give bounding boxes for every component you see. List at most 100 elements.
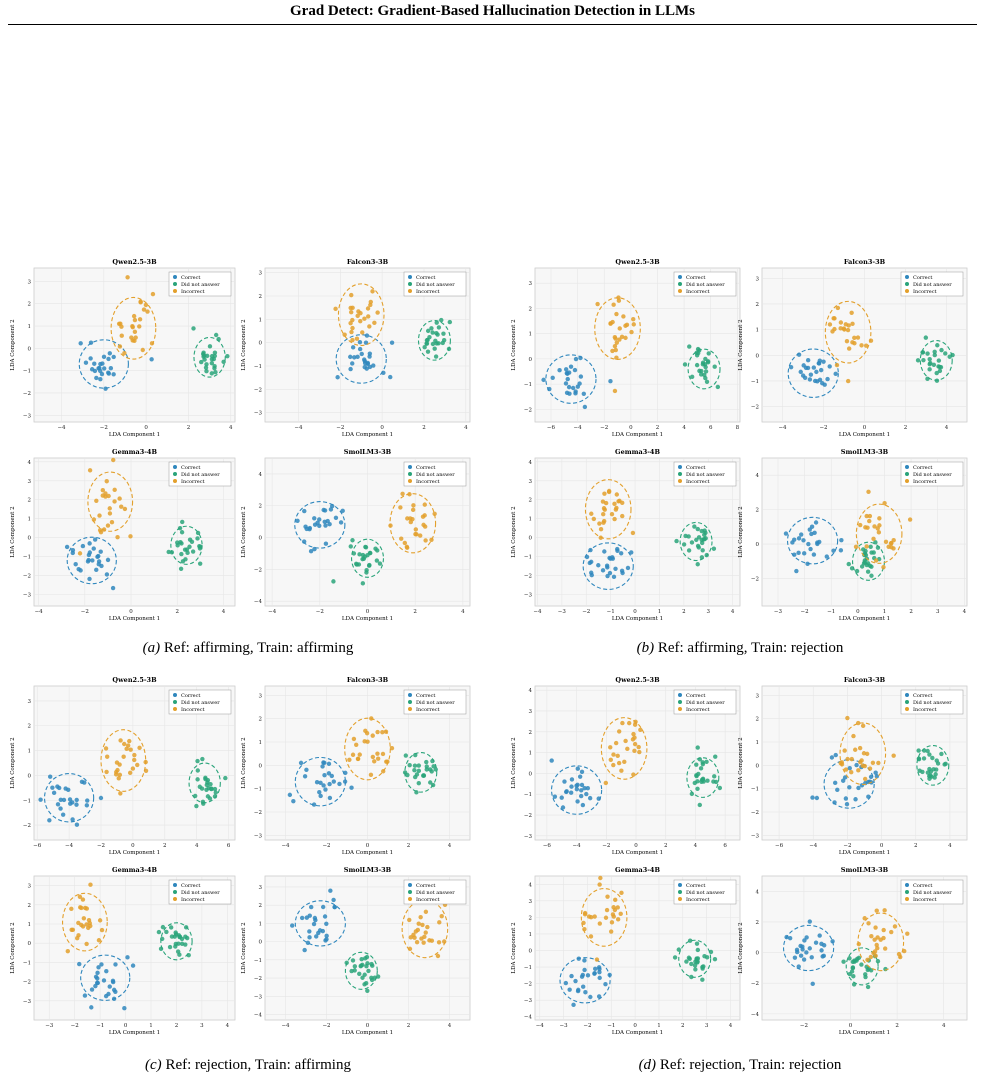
legend-label: Did not answer bbox=[181, 890, 220, 896]
data-point bbox=[854, 568, 860, 574]
confidence-ellipse bbox=[188, 762, 221, 804]
data-point bbox=[597, 966, 602, 972]
legend-box bbox=[403, 461, 467, 487]
x-tick-label: −2 bbox=[843, 843, 851, 849]
legend-marker bbox=[173, 700, 177, 704]
y-tick-label: 2 bbox=[756, 302, 760, 308]
data-point bbox=[696, 535, 702, 540]
data-point bbox=[567, 987, 572, 992]
data-point bbox=[861, 751, 867, 756]
data-point bbox=[102, 366, 107, 371]
data-point bbox=[38, 797, 43, 802]
confidence-ellipse bbox=[857, 912, 905, 972]
legend-marker bbox=[173, 707, 177, 711]
data-point bbox=[586, 914, 592, 919]
data-point bbox=[410, 507, 416, 513]
data-point bbox=[881, 564, 886, 570]
data-point bbox=[578, 374, 584, 379]
y-tick-label: −3 bbox=[254, 994, 263, 1000]
x-tick-label: −4 bbox=[281, 1023, 290, 1029]
data-point bbox=[78, 568, 83, 573]
data-point bbox=[357, 971, 362, 977]
data-point bbox=[88, 882, 93, 887]
data-point bbox=[807, 527, 812, 532]
x-tick-label: −4 bbox=[294, 425, 303, 431]
x-tick-label: −6 bbox=[775, 843, 784, 849]
y-axis-label: LDA Component 2 bbox=[511, 506, 517, 557]
data-point bbox=[672, 955, 678, 960]
data-point bbox=[881, 935, 886, 941]
confidence-ellipse bbox=[337, 283, 385, 347]
data-point bbox=[814, 369, 819, 375]
data-point bbox=[610, 556, 616, 561]
data-point bbox=[935, 343, 940, 348]
y-tick-label: −3 bbox=[23, 593, 32, 599]
data-point bbox=[362, 739, 367, 744]
data-point bbox=[205, 353, 210, 359]
data-point bbox=[603, 780, 609, 786]
data-point bbox=[117, 772, 123, 778]
data-point bbox=[608, 379, 613, 384]
legend-label: Incorrect bbox=[181, 897, 205, 903]
x-tick-label: −2 bbox=[602, 843, 610, 849]
data-point bbox=[423, 930, 428, 935]
data-point bbox=[116, 321, 122, 326]
data-point bbox=[589, 570, 594, 575]
data-point bbox=[923, 335, 929, 340]
caption-a: (a) Ref: affirming, Train: affirming bbox=[8, 640, 488, 657]
x-tick-label: −1 bbox=[827, 609, 835, 615]
legend-marker bbox=[905, 883, 909, 887]
data-point bbox=[842, 327, 847, 332]
data-point bbox=[385, 759, 390, 764]
data-point bbox=[140, 347, 145, 353]
data-point bbox=[203, 365, 209, 370]
data-point bbox=[888, 541, 894, 546]
data-point bbox=[865, 957, 870, 963]
data-point bbox=[368, 299, 373, 305]
data-point bbox=[578, 793, 584, 799]
y-tick-label: 1 bbox=[529, 517, 533, 523]
data-point bbox=[589, 511, 594, 516]
y-tick-label: 4 bbox=[756, 473, 760, 479]
confidence-ellipse bbox=[80, 954, 131, 1001]
scatter-panel: −6 −4 −2 0 2 4 6 −3 −2 −1 0 1 2 3 4 Qwen2.5-3B LDA Compo… bbox=[511, 676, 741, 856]
data-point bbox=[128, 534, 133, 539]
data-point bbox=[860, 723, 866, 728]
data-point bbox=[307, 525, 313, 531]
data-point bbox=[364, 366, 369, 371]
data-point bbox=[105, 557, 111, 563]
legend-label: Incorrect bbox=[416, 479, 440, 485]
panel-title: Falcon3-3B bbox=[347, 258, 389, 266]
data-point bbox=[864, 513, 869, 519]
legend-label: Incorrect bbox=[686, 289, 710, 295]
data-point bbox=[299, 915, 305, 921]
data-point bbox=[816, 361, 822, 366]
y-tick-label: 4 bbox=[259, 472, 263, 478]
data-point bbox=[160, 924, 166, 930]
data-point bbox=[313, 917, 318, 923]
data-point bbox=[156, 929, 162, 935]
x-axis-label: LDA Component 1 bbox=[839, 616, 890, 622]
data-point bbox=[83, 360, 89, 365]
data-point bbox=[927, 766, 932, 772]
data-point bbox=[846, 346, 852, 351]
legend-marker bbox=[905, 693, 909, 697]
data-point bbox=[112, 499, 117, 504]
data-point bbox=[101, 978, 107, 983]
x-tick-label: −6 bbox=[33, 843, 42, 849]
data-point bbox=[127, 770, 133, 776]
data-point bbox=[616, 499, 621, 504]
legend-label: Correct bbox=[416, 693, 435, 699]
y-tick-label: 2 bbox=[259, 294, 263, 300]
data-point bbox=[856, 941, 862, 947]
data-point bbox=[858, 522, 863, 528]
legend-marker bbox=[678, 897, 682, 901]
data-point bbox=[570, 385, 576, 391]
data-point bbox=[809, 955, 814, 960]
y-tick-label: −1 bbox=[254, 787, 262, 793]
data-point bbox=[925, 376, 930, 382]
legend-marker bbox=[905, 465, 909, 469]
data-point bbox=[597, 975, 602, 981]
data-point bbox=[591, 516, 597, 522]
legend-label: Incorrect bbox=[181, 479, 205, 485]
